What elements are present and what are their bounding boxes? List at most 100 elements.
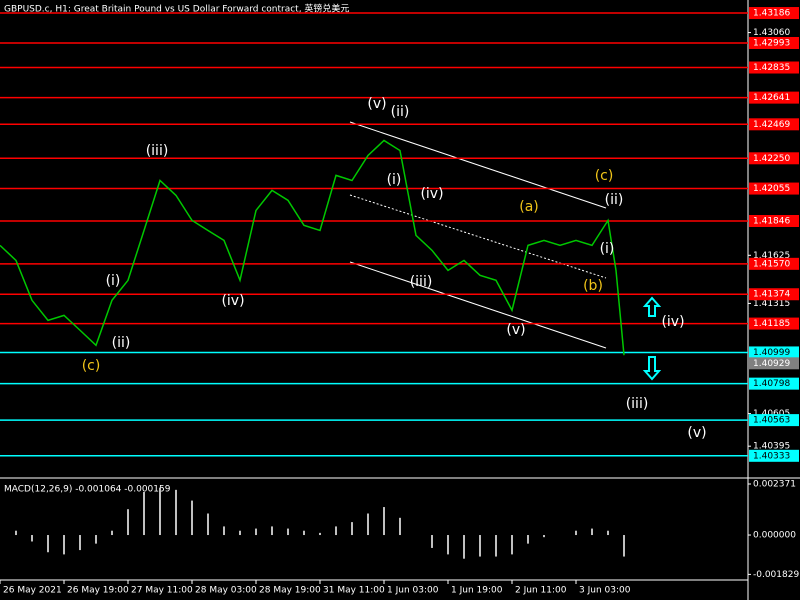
channel-line	[349, 261, 607, 349]
level-label-box	[749, 257, 799, 270]
macd-bar	[383, 507, 385, 536]
macd-bar	[607, 530, 609, 536]
level-label: 1.42250	[753, 154, 790, 164]
y-tick-label: 1.43060	[753, 28, 790, 38]
x-tick-label: 26 May 2021	[3, 586, 62, 596]
wave-label: (c)	[82, 358, 101, 374]
chart-title: GBPUSD.c, H1: Great Britain Pound vs US …	[4, 3, 349, 15]
level-label-box	[749, 36, 799, 49]
x-tick-label: 1 Jun 19:00	[451, 586, 503, 596]
wave-label: (v)	[687, 425, 706, 441]
x-tick-label: 3 Jun 03:00	[579, 586, 631, 596]
wave-label: (a)	[519, 199, 539, 215]
macd-bar	[479, 535, 481, 557]
y-tick-label: 1.40395	[753, 442, 790, 452]
macd-bar	[143, 491, 145, 536]
level-label: 1.40563	[753, 416, 790, 426]
macd-bar	[271, 526, 273, 536]
wave-label: (i)	[106, 273, 121, 289]
current-price-label: 1.40929	[753, 359, 790, 369]
wave-label: (b)	[583, 278, 603, 294]
macd-bar	[79, 535, 81, 551]
x-tick-label: 26 May 19:00	[67, 586, 129, 596]
macd-bar	[511, 535, 513, 555]
x-tick-label: 2 Jun 11:00	[515, 586, 567, 596]
indicator-y-tick-label: 0.000000	[753, 531, 796, 541]
wave-label: (iii)	[410, 274, 433, 290]
level-label-box	[749, 214, 799, 227]
wave-label: (i)	[600, 241, 615, 257]
macd-bar	[591, 528, 593, 536]
indicator-y-tick-label: -0.001829	[753, 570, 799, 580]
level-label-box	[749, 152, 799, 165]
level-label: 1.42469	[753, 120, 790, 130]
macd-bar	[127, 509, 129, 536]
x-tick-label: 1 Jun 03:00	[387, 586, 439, 596]
macd-bar	[335, 526, 337, 536]
macd-bar	[495, 535, 497, 557]
level-label-box	[749, 61, 799, 74]
wave-label: (iv)	[661, 314, 684, 330]
channel-line	[349, 121, 607, 209]
wave-label: (iv)	[420, 186, 443, 202]
level-label-box	[749, 288, 799, 301]
macd-bar	[543, 535, 545, 538]
macd-bar	[47, 535, 49, 553]
macd-bar	[303, 530, 305, 536]
price-line	[0, 139, 625, 356]
macd-bar	[63, 535, 65, 555]
macd-bar	[223, 526, 225, 536]
x-tick-label: 28 May 03:00	[195, 586, 257, 596]
down-arrow	[642, 356, 662, 381]
wave-label: (i)	[387, 172, 402, 188]
wave-label: (v)	[506, 322, 525, 338]
up-arrow	[642, 296, 662, 317]
macd-bar	[367, 513, 369, 536]
macd-bar	[191, 500, 193, 536]
level-label: 1.41846	[753, 216, 790, 226]
macd-bar	[319, 532, 321, 536]
macd-bar	[431, 535, 433, 548]
level-label: 1.40333	[753, 451, 790, 461]
level-label-box	[749, 414, 799, 427]
level-label: 1.42641	[753, 93, 790, 103]
macd-bar	[447, 535, 449, 555]
macd-bar	[175, 489, 177, 536]
x-tick-label: 27 May 11:00	[131, 586, 193, 596]
macd-bar	[15, 530, 17, 536]
macd-bar	[255, 528, 257, 536]
level-label: 1.42835	[753, 63, 790, 73]
level-label-box	[749, 118, 799, 131]
wave-label: (ii)	[605, 192, 624, 208]
level-label: 1.40999	[753, 348, 790, 358]
y-tick-label: 1.41625	[753, 251, 790, 261]
wave-label: (iii)	[626, 396, 649, 412]
level-label: 1.41374	[753, 290, 790, 300]
level-label: 1.42055	[753, 184, 790, 194]
macd-bar	[207, 513, 209, 536]
level-label: 1.40798	[753, 379, 790, 389]
level-label: 1.42993	[753, 38, 790, 48]
macd-bar	[111, 530, 113, 536]
macd-bar	[351, 522, 353, 536]
macd-bar	[159, 487, 161, 536]
macd-bar	[623, 535, 625, 557]
indicator-y-tick-label: 0.002371	[753, 480, 796, 490]
level-label: 1.43186	[753, 9, 790, 19]
level-label-box	[749, 449, 799, 462]
wave-label: (ii)	[391, 104, 410, 120]
x-tick-label: 31 May 11:00	[323, 586, 385, 596]
y-tick-label: 1.41315	[753, 299, 790, 309]
level-label-box	[749, 377, 799, 390]
wave-label: (iii)	[146, 143, 169, 159]
macd-bar	[399, 517, 401, 536]
macd-bar	[463, 535, 465, 559]
wave-label: (ii)	[112, 335, 131, 351]
level-label-box	[749, 317, 799, 330]
level-label-box	[749, 182, 799, 195]
x-tick-label: 28 May 19:00	[259, 586, 321, 596]
y-tick-label: 1.40605	[753, 409, 790, 419]
wave-label: (c)	[595, 168, 614, 184]
